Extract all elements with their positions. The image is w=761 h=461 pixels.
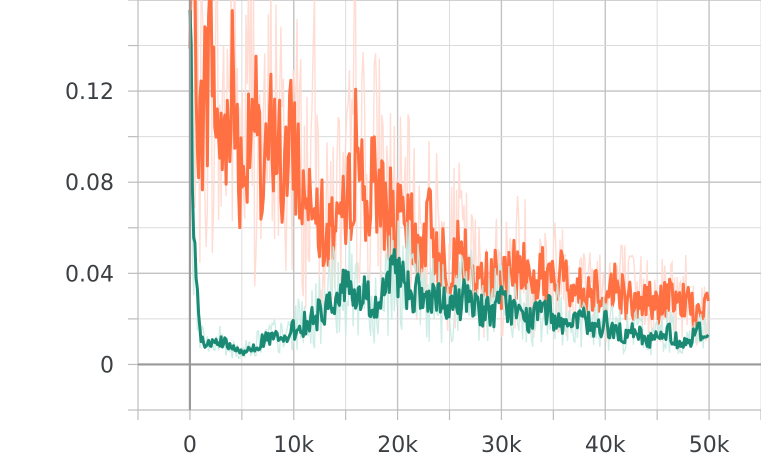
x-tick-label: 0: [183, 433, 197, 458]
y-tick-label: 0: [100, 353, 114, 378]
x-tick-label: 50k: [689, 433, 730, 458]
series-line-0: [188, 0, 710, 330]
series-raw-line-0: [193, 0, 709, 346]
x-tick-label: 30k: [481, 433, 522, 458]
x-tick-label: 40k: [585, 433, 626, 458]
series-line-1: [188, 9, 710, 357]
x-tick-label: 10k: [273, 433, 314, 458]
chart-axes: [128, 0, 761, 420]
x-tick-label: 20k: [377, 433, 418, 458]
tick-labels: 0 0.04 0.08 0.12 0 10k 20k 30k 40k 50k: [65, 80, 730, 458]
y-tick-label: 0.04: [65, 262, 114, 287]
y-tick-label: 0.12: [65, 80, 114, 105]
chart-series: [188, 0, 710, 359]
y-tick-label: 0.08: [65, 171, 114, 196]
